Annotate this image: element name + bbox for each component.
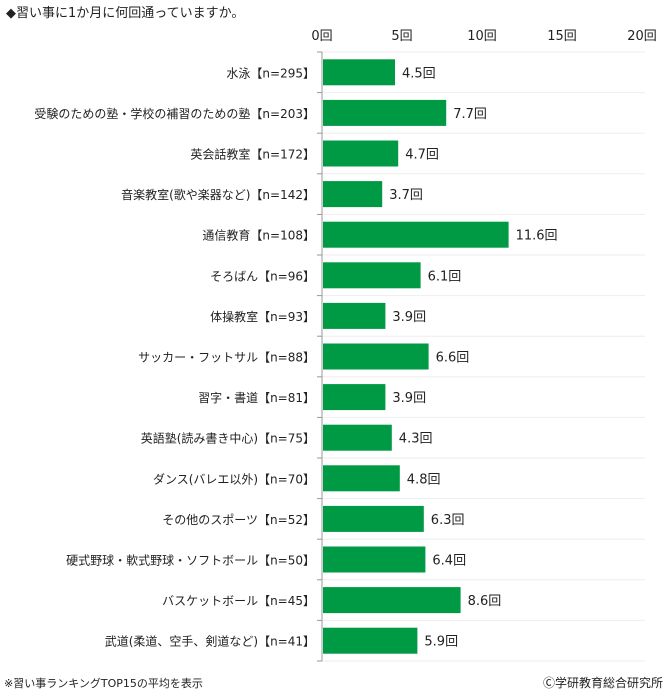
- category-label: その他のスポーツ【n=52】: [162, 513, 315, 527]
- bar: [323, 140, 399, 167]
- x-tick-label: 10回: [467, 29, 497, 44]
- bar: [323, 546, 426, 573]
- x-tick-label: 0回: [311, 29, 332, 44]
- x-tick-label: 15回: [547, 29, 577, 44]
- data-label: 3.9回: [392, 310, 426, 325]
- copyright: Ⓒ学研教育総合研究所: [543, 675, 663, 690]
- category-label: 武道(柔道、空手、剣道など)【n=41】: [105, 635, 315, 649]
- data-label: 5.9回: [424, 635, 458, 650]
- data-label: 4.5回: [402, 66, 436, 81]
- category-label: 英語塾(読み書き中心)【n=75】: [141, 431, 315, 446]
- data-label: 6.6回: [436, 351, 470, 366]
- category-label: サッカー・フットサル【n=88】: [138, 351, 315, 365]
- bar: [323, 181, 383, 208]
- bar: [323, 587, 461, 614]
- data-label: 3.9回: [392, 391, 426, 406]
- bar: [323, 465, 400, 492]
- category-label: バスケットボール【n=45】: [162, 594, 315, 608]
- category-label: ダンス(バレエ以外)【n=70】: [153, 471, 315, 486]
- bar: [323, 262, 421, 289]
- category-label: 音楽教室(歌や楽器など)【n=142】: [121, 187, 315, 202]
- data-label: 11.6回: [516, 229, 558, 244]
- bar: [323, 99, 447, 126]
- data-label: 4.3回: [399, 432, 433, 447]
- bar: [323, 424, 392, 451]
- bar: [323, 221, 509, 248]
- bar: [323, 627, 418, 654]
- data-label: 6.4回: [432, 554, 466, 569]
- category-label: そろばん【n=96】: [210, 269, 315, 283]
- data-label: 4.8回: [407, 472, 441, 487]
- x-tick-label: 5回: [391, 29, 412, 44]
- bar: [323, 59, 395, 86]
- category-label: 通信教育【n=108】: [202, 228, 315, 243]
- category-label: 水泳【n=295】: [226, 66, 315, 80]
- category-label: 英会話教室【n=172】: [190, 147, 315, 162]
- bar: [323, 302, 386, 329]
- category-label: 硬式野球・軟式野球・ソフトボール【n=50】: [66, 553, 315, 568]
- data-label: 4.7回: [405, 148, 439, 163]
- category-label: 体操教室【n=93】: [210, 309, 315, 324]
- bar: [323, 384, 386, 411]
- category-label: 受験のための塾・学校の補習のための塾【n=203】: [34, 106, 315, 121]
- data-label: 8.6回: [468, 594, 502, 609]
- bar: [323, 343, 429, 370]
- bar: [323, 505, 424, 532]
- footnote: ※習い事ランキングTOP15の平均を表示: [4, 676, 203, 690]
- x-tick-label: 20回: [627, 29, 657, 44]
- data-label: 3.7回: [389, 188, 423, 203]
- data-label: 7.7回: [453, 107, 487, 122]
- data-label: 6.1回: [428, 269, 462, 284]
- chart-title: ◆習い事に1か月に何回通っていますか。: [6, 5, 244, 21]
- data-label: 6.3回: [431, 513, 465, 528]
- category-label: 習字・書道【n=81】: [198, 390, 315, 405]
